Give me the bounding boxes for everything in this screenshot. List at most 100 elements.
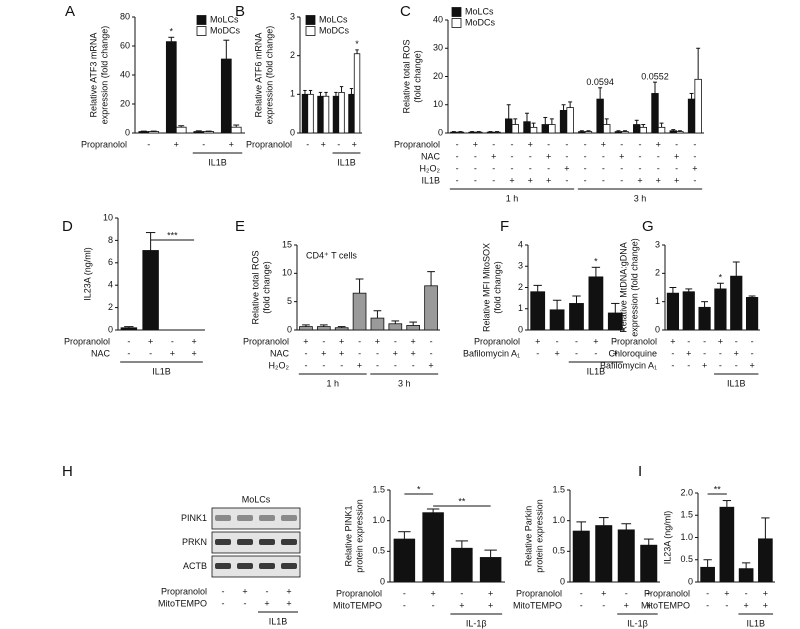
condition-sign: - [456, 139, 459, 149]
y-tick-label: 8 [108, 235, 113, 245]
y-axis-label: Relative PINK1 [343, 505, 353, 566]
condition-sign: - [751, 348, 754, 358]
panel-letter: C [400, 3, 411, 20]
condition-sign: + [411, 348, 416, 358]
condition-name: H₂O₂ [269, 360, 290, 370]
panel-letter: H [62, 463, 73, 480]
annotation: CD4⁺ T cells [306, 250, 357, 260]
condition-sign: - [456, 175, 459, 185]
blot-strip [211, 555, 301, 578]
annotation: ** [714, 484, 722, 494]
blot-band [215, 539, 231, 545]
condition-sign: - [358, 348, 361, 358]
condition-name: NAC [91, 348, 111, 358]
condition-sign: - [556, 336, 559, 346]
group-label: IL1B [727, 378, 746, 388]
condition-name: Propranolol [611, 336, 657, 346]
y-tick-label: 1 [655, 296, 660, 306]
condition-sign: + [264, 598, 269, 608]
condition-sign: + [375, 336, 380, 346]
error-bar [525, 112, 529, 122]
condition-sign: - [430, 348, 433, 358]
y-tick-label: 60 [120, 40, 130, 50]
bar [666, 292, 680, 331]
y-tick-label: 1 [290, 89, 295, 99]
condition-sign: - [340, 360, 343, 370]
condition-name: Propranolol [394, 139, 440, 149]
condition-name: NAC [270, 348, 290, 358]
condition-sign: - [412, 360, 415, 370]
y-axis-label: Relative ATF3 mRNA [88, 33, 98, 118]
condition-sign: + [430, 588, 435, 598]
y-axis-label: Relative MFI MitoSOX [481, 243, 491, 332]
error-bar [334, 91, 338, 97]
error-bar [591, 266, 601, 277]
condition-sign: - [376, 360, 379, 370]
condition-sign: + [535, 336, 540, 346]
condition-sign: - [306, 139, 309, 149]
bar [301, 93, 309, 134]
bar [603, 124, 611, 134]
error-bar [568, 101, 573, 108]
bar [475, 131, 483, 134]
bar [569, 303, 584, 331]
group-label: 1 h [326, 378, 339, 388]
condition-sign: - [147, 139, 150, 149]
bar [566, 107, 574, 134]
legend-label: MoLCs [210, 14, 239, 24]
condition-sign: + [321, 139, 326, 149]
condition-sign: + [601, 588, 606, 598]
legend-label: MoLCs [465, 6, 494, 16]
condition-sign: - [474, 151, 477, 161]
y-tick-label: 10 [433, 99, 443, 109]
condition-sign: - [460, 588, 463, 598]
y-tick-label: 0 [518, 324, 523, 334]
condition-sign: + [692, 163, 697, 173]
condition-sign: - [202, 139, 205, 149]
condition-sign: - [693, 151, 696, 161]
error-bar [689, 92, 694, 100]
condition-sign: - [620, 139, 623, 149]
condition-sign: - [322, 336, 325, 346]
y-tick-label: 0 [287, 324, 292, 334]
error-bar [611, 302, 620, 313]
bar [651, 93, 659, 134]
blot-band [237, 563, 253, 569]
condition-sign: - [719, 360, 722, 370]
error-bar [671, 129, 676, 131]
condition-sign: + [546, 175, 551, 185]
y-axis-label: Relative total ROS [401, 39, 411, 113]
condition-sign: - [639, 163, 642, 173]
condition-sign: + [702, 360, 707, 370]
bar [352, 292, 367, 331]
condition-sign: - [639, 151, 642, 161]
error-bar [703, 559, 712, 568]
bar [505, 118, 513, 134]
blot-strip [211, 507, 301, 530]
group-label: IL1B [152, 366, 171, 376]
condition-sign: - [511, 139, 514, 149]
condition-sign: + [763, 600, 768, 610]
condition-sign: - [403, 600, 406, 610]
y-tick-label: 2 [518, 282, 523, 292]
condition-sign: - [602, 151, 605, 161]
y-tick-label: 1.0 [372, 515, 385, 525]
condition-sign: + [321, 348, 326, 358]
condition-sign: - [706, 588, 709, 598]
bar [299, 326, 313, 331]
condition-sign: - [580, 600, 583, 610]
y-tick-label: 10 [103, 212, 113, 222]
group-label: IL-1β [466, 618, 487, 628]
bar [230, 126, 242, 134]
legend-label: MoDCs [319, 25, 350, 35]
bar [220, 58, 232, 134]
y-tick-label: 80 [120, 11, 130, 21]
bar [529, 126, 538, 134]
condition-sign: + [528, 139, 533, 149]
blot-band [215, 515, 231, 521]
bar [730, 275, 743, 331]
bar [595, 525, 613, 583]
condition-name: H₂O₂ [420, 163, 441, 173]
condition-sign: + [718, 336, 723, 346]
